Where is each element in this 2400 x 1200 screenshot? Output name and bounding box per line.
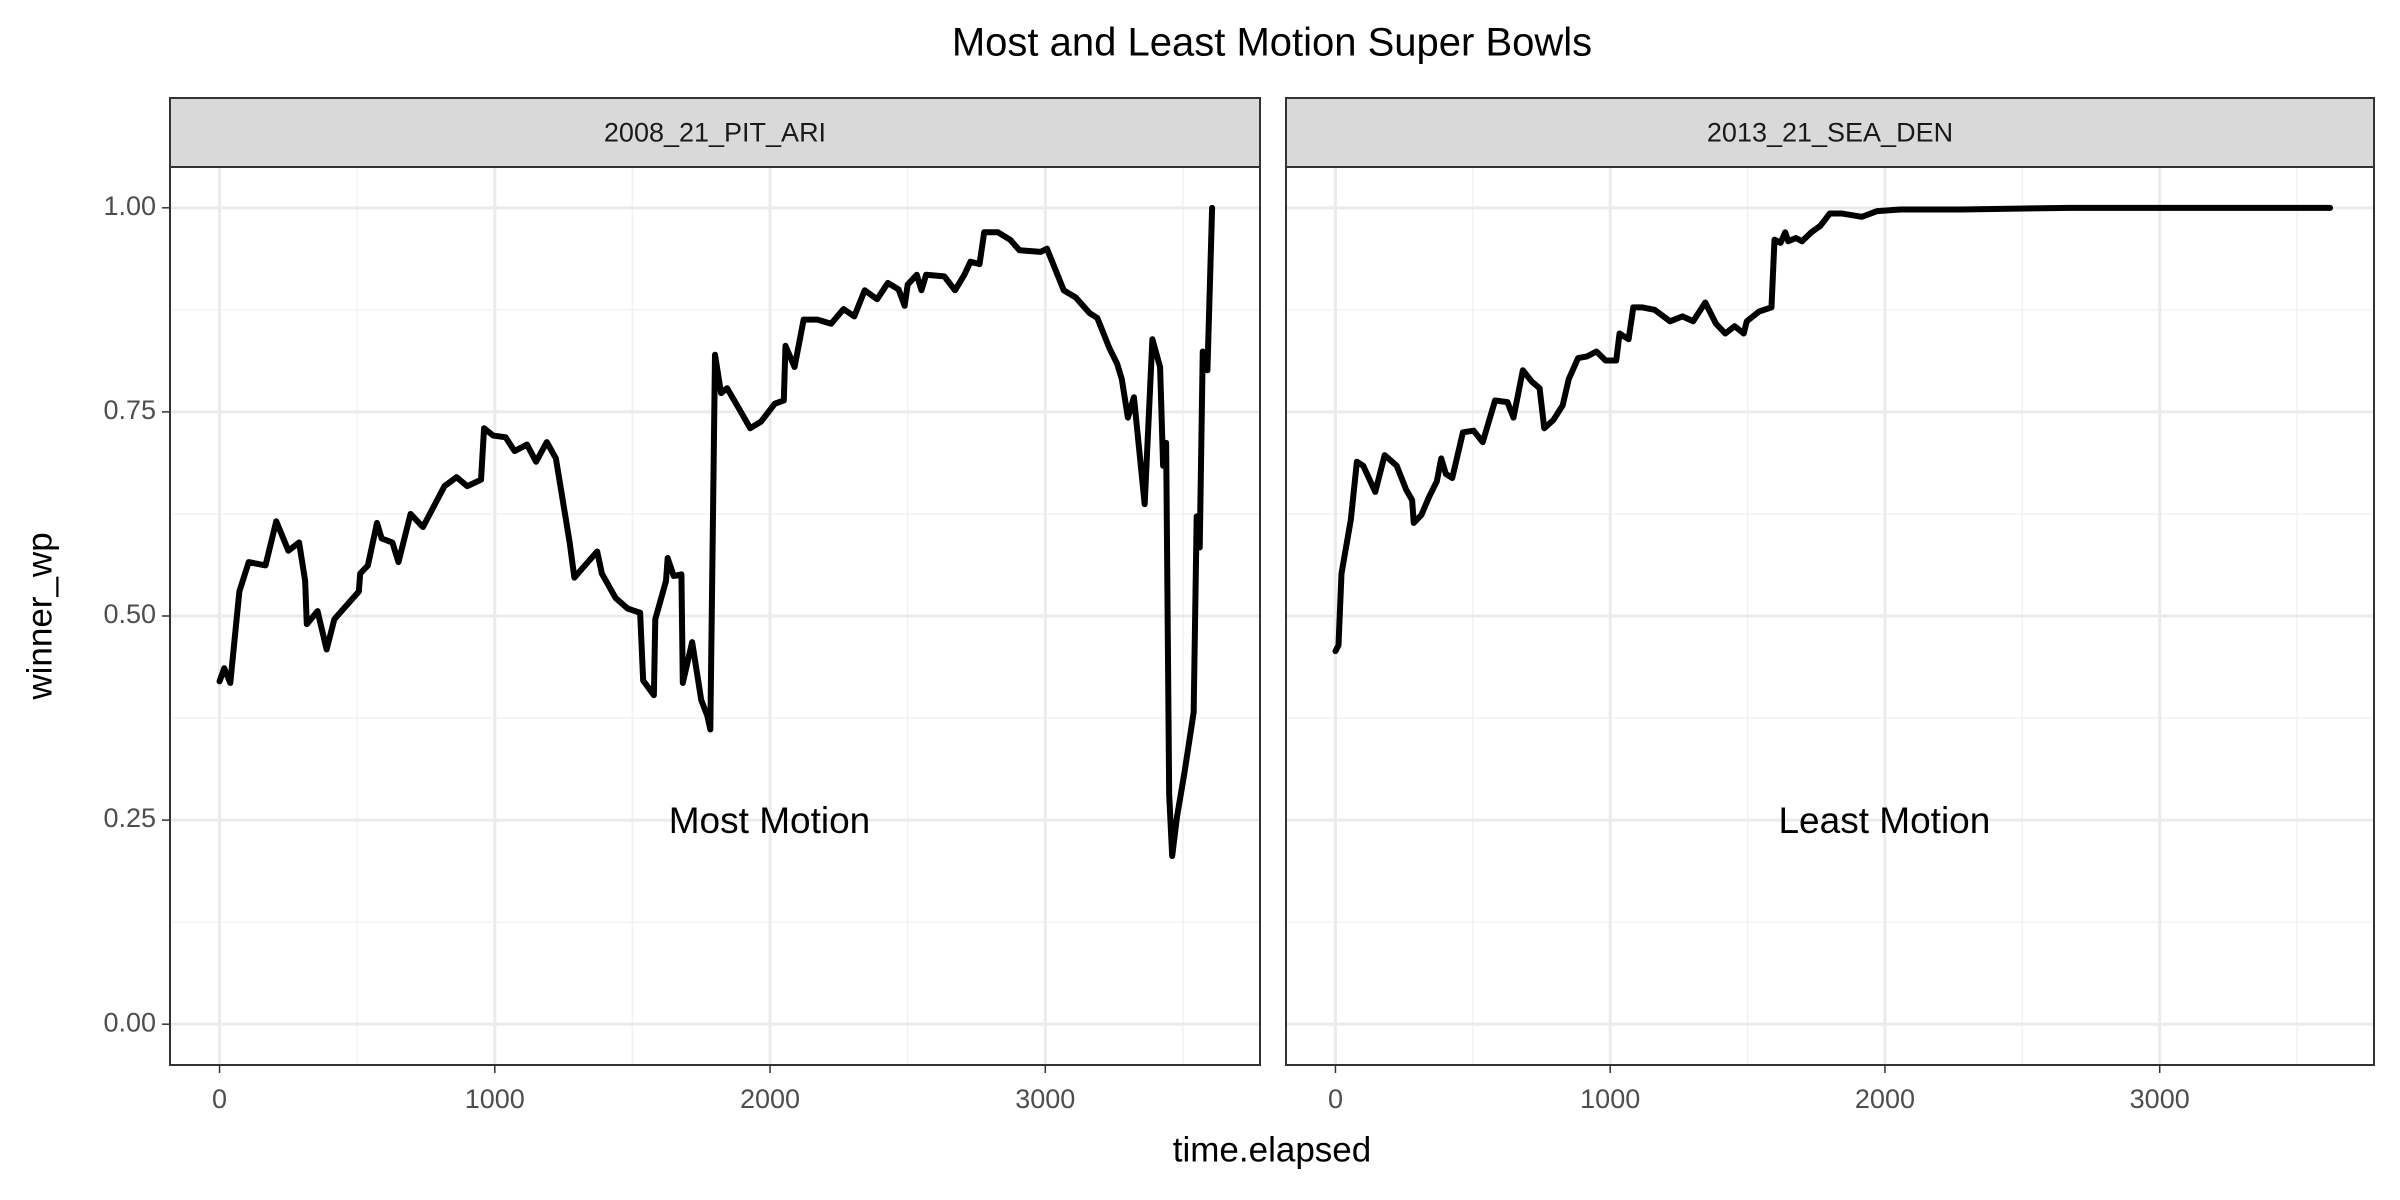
chart-title: Most and Least Motion Super Bowls bbox=[952, 21, 1592, 65]
y-tick-label: 1.00 bbox=[103, 191, 156, 221]
x-tick-label: 0 bbox=[1328, 1084, 1343, 1114]
x-tick-label: 3000 bbox=[2130, 1084, 2190, 1114]
facet-label: 2008_21_PIT_ARI bbox=[604, 118, 826, 148]
facet-strip bbox=[169, 97, 1261, 168]
x-tick-label: 3000 bbox=[1015, 1084, 1075, 1114]
y-tick-label: 0.00 bbox=[103, 1007, 156, 1037]
annotation: Least Motion bbox=[1778, 800, 1990, 841]
x-tick-label: 0 bbox=[212, 1084, 227, 1114]
data-line bbox=[216, 204, 1216, 860]
x-tick-label: 2000 bbox=[1855, 1084, 1915, 1114]
x-axis-label: time.elapsed bbox=[1173, 1130, 1371, 1169]
data-line bbox=[1332, 204, 2334, 655]
y-tick-label: 0.50 bbox=[103, 599, 156, 629]
x-tick-label: 1000 bbox=[1580, 1084, 1640, 1114]
x-tick-label: 2000 bbox=[740, 1084, 800, 1114]
y-tick-label: 0.25 bbox=[103, 803, 156, 833]
facet-label: 2013_21_SEA_DEN bbox=[1707, 118, 1953, 148]
y-tick-label: 0.75 bbox=[103, 395, 156, 425]
x-tick-label: 1000 bbox=[465, 1084, 525, 1114]
y-axis-label: winner_wp bbox=[20, 532, 59, 700]
annotation: Most Motion bbox=[669, 800, 871, 841]
facet-strip bbox=[1285, 97, 2375, 168]
